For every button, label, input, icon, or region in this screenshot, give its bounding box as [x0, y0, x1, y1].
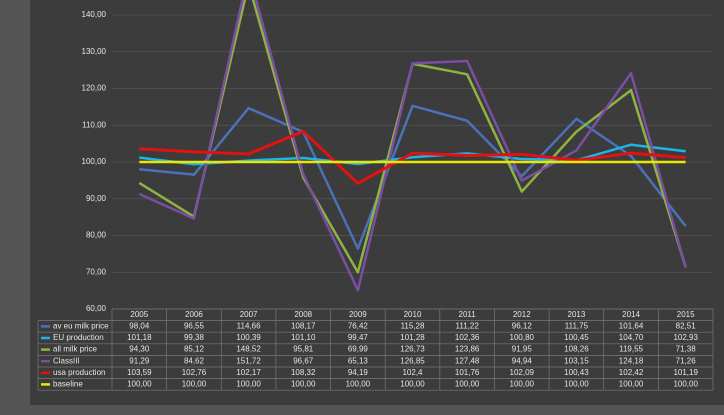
y-tick-label: 110,00 — [82, 120, 106, 129]
table-value: 123,86 — [455, 345, 480, 354]
table-value: 100,00 — [291, 380, 316, 389]
table-value: 94,30 — [129, 345, 150, 354]
table-value: 101,76 — [455, 368, 480, 377]
table-value: 111,22 — [455, 322, 479, 331]
table-value: 103,59 — [127, 368, 152, 377]
table-value: 101,19 — [673, 368, 698, 377]
table-value: 100,00 — [564, 380, 589, 389]
table-value: 100,80 — [510, 333, 535, 342]
y-tick-label: 70,00 — [86, 267, 107, 276]
table-value: 95,81 — [293, 345, 314, 354]
y-tick-label: 90,00 — [86, 194, 107, 203]
table-value: 100,43 — [564, 368, 589, 377]
table-value: 102,42 — [619, 368, 644, 377]
x-tick-label: 2006 — [185, 310, 203, 319]
table-value: 65,13 — [348, 356, 369, 365]
table-value: 102,09 — [510, 368, 535, 377]
table-value: 100,00 — [400, 380, 425, 389]
table-value: 101,28 — [400, 333, 425, 342]
table-value: 100,39 — [236, 333, 261, 342]
legend-label: baseline — [53, 380, 83, 389]
table-value: 96,12 — [512, 322, 533, 331]
table-value: 102,76 — [182, 368, 207, 377]
table-value: 111,75 — [565, 322, 589, 331]
table-value: 71,38 — [676, 345, 697, 354]
legend-label: all milk price — [53, 345, 98, 354]
table-value: 102,93 — [673, 333, 698, 342]
table-value: 91,95 — [512, 345, 533, 354]
table-value: 100,00 — [182, 380, 207, 389]
table-value: 71,26 — [676, 356, 697, 365]
table-value: 127,48 — [455, 356, 480, 365]
x-tick-label: 2015 — [677, 310, 695, 319]
y-tick-label: 130,00 — [82, 47, 107, 56]
y-tick-label: 100,00 — [82, 157, 107, 166]
table-value: 102,17 — [236, 368, 261, 377]
table-value: 100,00 — [673, 380, 698, 389]
table-value: 100,00 — [455, 380, 480, 389]
table-value: 101,10 — [291, 333, 316, 342]
table-value: 124,18 — [619, 356, 644, 365]
table-value: 151,72 — [236, 356, 261, 365]
table-value: 148,52 — [236, 345, 261, 354]
table-value: 99,47 — [348, 333, 369, 342]
table-value: 100,00 — [236, 380, 261, 389]
table-value: 96,67 — [293, 356, 314, 365]
x-tick-label: 2007 — [240, 310, 258, 319]
x-tick-label: 2011 — [459, 310, 477, 319]
table-value: 108,26 — [564, 345, 589, 354]
table-value: 100,00 — [619, 380, 644, 389]
table-value: 108,17 — [291, 322, 316, 331]
series-line — [139, 104, 687, 250]
table-value: 100,00 — [510, 380, 535, 389]
table-value: 100,00 — [127, 380, 152, 389]
y-tick-label: 60,00 — [86, 304, 107, 313]
y-tick-label: 120,00 — [82, 84, 107, 93]
legend-label: ClassIII — [53, 356, 80, 365]
table-value: 82,51 — [676, 322, 697, 331]
table-value: 102,4 — [402, 368, 423, 377]
table-value: 104,70 — [619, 333, 644, 342]
x-tick-label: 2008 — [294, 310, 312, 319]
table-value: 69,99 — [348, 345, 369, 354]
table-value: 108,32 — [291, 368, 316, 377]
table-value: 98,04 — [129, 322, 150, 331]
table-value: 101,18 — [127, 333, 152, 342]
x-tick-label: 2013 — [568, 310, 586, 319]
table-value: 115,28 — [401, 322, 425, 331]
series-line — [139, 129, 686, 185]
table-value: 99,38 — [184, 333, 205, 342]
legend-label: EU production — [53, 333, 104, 342]
table-value: 103,15 — [564, 356, 589, 365]
table-value: 102,36 — [455, 333, 480, 342]
table-value: 119,55 — [619, 345, 643, 354]
x-tick-label: 2010 — [404, 310, 422, 319]
x-tick-label: 2009 — [349, 310, 367, 319]
x-tick-label: 2005 — [130, 310, 148, 319]
table-value: 85,12 — [184, 345, 205, 354]
series-line — [138, 0, 687, 292]
table-value: 94,94 — [512, 356, 533, 365]
legend-label: av eu milk price — [53, 322, 109, 331]
table-value: 101,64 — [619, 322, 644, 331]
x-tick-label: 2014 — [622, 310, 640, 319]
y-tick-label: 140,00 — [82, 10, 107, 19]
x-tick-label: 2012 — [513, 310, 531, 319]
y-tick-label: 80,00 — [86, 231, 107, 240]
legend-label: usa production — [53, 368, 105, 377]
table-value: 96,55 — [184, 322, 205, 331]
table-value: 100,45 — [564, 333, 589, 342]
table-value: 94,19 — [348, 368, 369, 377]
table-value: 84,62 — [184, 356, 205, 365]
table-value: 126,73 — [400, 345, 425, 354]
table-value: 100,00 — [346, 380, 371, 389]
table-value: 114,66 — [237, 322, 261, 331]
table-value: 76,42 — [348, 322, 369, 331]
table-value: 126,85 — [400, 356, 425, 365]
table-value: 91,29 — [129, 356, 150, 365]
